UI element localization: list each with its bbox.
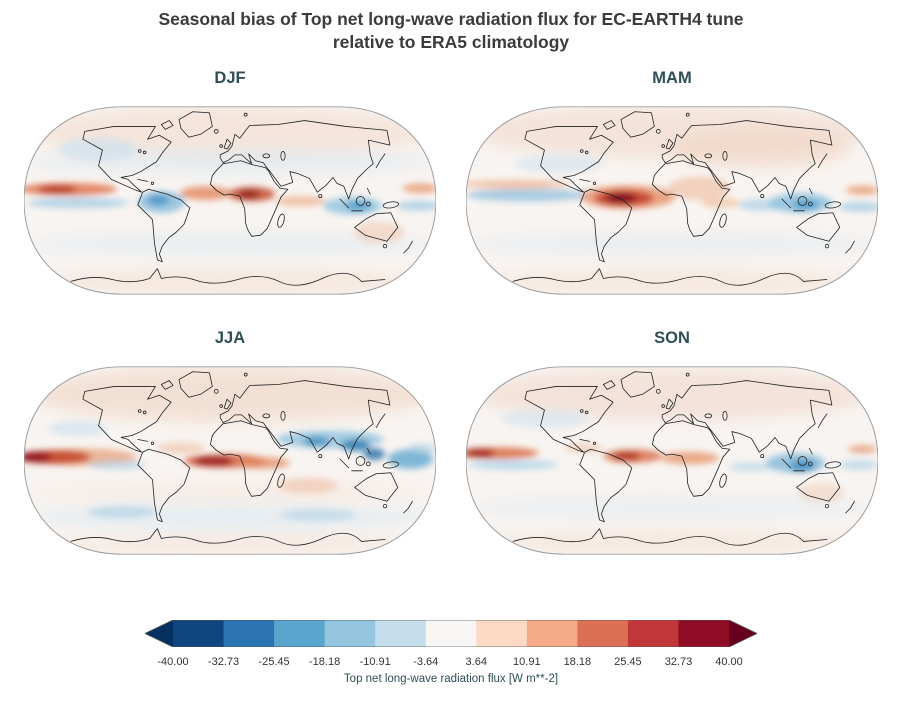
- figure: Seasonal bias of Top net long-wave radia…: [0, 8, 902, 686]
- bias-field: [24, 137, 436, 244]
- colorbar-tick: -10.91: [359, 656, 391, 669]
- colorbar-tick: 18.18: [563, 656, 592, 669]
- panel-title-jja: JJA: [214, 329, 246, 348]
- panel-title-djf: DJF: [214, 69, 246, 88]
- panel-son: SON: [466, 326, 878, 566]
- panel-grid: DJF: [0, 66, 902, 566]
- colorbar-tick: -3.64: [413, 656, 439, 669]
- colorbar-ticks: -40.00 -32.73 -25.45 -18.18 -10.91 -3.64 3.64 1…: [157, 656, 742, 671]
- bias-field: [466, 154, 878, 213]
- colorbar-tick: -18.18: [309, 656, 341, 669]
- colorbar-tick: 10.91: [513, 656, 541, 669]
- figure-title: Seasonal bias of Top net long-wave radia…: [0, 8, 902, 54]
- map-son: [466, 366, 878, 555]
- colorbar: -40.00 -32.73 -25.45 -18.18 -10.91 -3.64 3.64 1…: [144, 619, 758, 686]
- figure-title-line2: relative to ERA5 climatology: [332, 32, 570, 53]
- colorbar-tick: -40.00: [157, 656, 189, 669]
- panel-mam: MAM: [466, 66, 878, 306]
- colorbar-tick: -25.45: [258, 656, 290, 669]
- figure-title-line1: Seasonal bias of Top net long-wave radia…: [158, 9, 744, 29]
- colorbar-tick: -32.73: [207, 656, 240, 669]
- bias-field: [466, 409, 878, 503]
- map-jja: [24, 366, 436, 555]
- colorbar-gradient: [144, 619, 758, 648]
- map-mam: [466, 106, 878, 295]
- panel-title-mam: MAM: [652, 69, 692, 88]
- panel-jja: JJA: [24, 326, 436, 566]
- panel-title-son: SON: [654, 329, 690, 348]
- colorbar-tick: 32.73: [664, 656, 693, 669]
- colorbar-tick: 40.00: [715, 656, 743, 669]
- panel-djf: DJF: [24, 66, 436, 306]
- map-djf: [24, 106, 436, 295]
- colorbar-label: Top net long-wave radiation flux [W m**-…: [343, 673, 559, 686]
- bias-field: [24, 420, 436, 522]
- colorbar-tick: 25.45: [614, 656, 642, 669]
- colorbar-tick: 3.64: [465, 656, 487, 669]
